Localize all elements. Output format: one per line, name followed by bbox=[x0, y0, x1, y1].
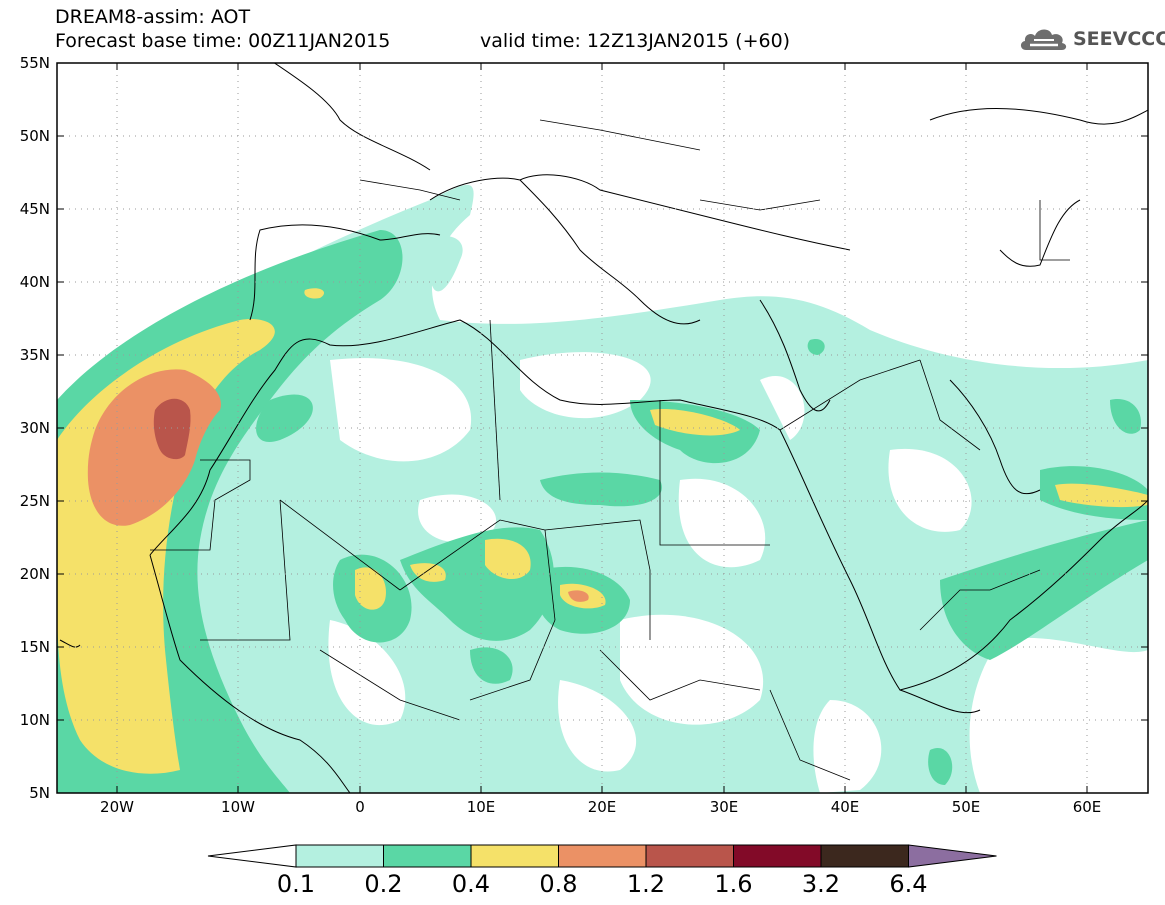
colorbar-arrow-low bbox=[207, 844, 297, 868]
lon-label: 60E bbox=[1073, 798, 1102, 816]
colorbar-level-label: 3.2 bbox=[802, 870, 840, 898]
colorbar-level-label: 0.2 bbox=[364, 870, 402, 898]
colorbar-segment bbox=[645, 844, 734, 868]
valid-time: valid time: 12Z13JAN2015 (+60) bbox=[480, 30, 791, 52]
longitude-labels: 20W 10W 0 10E 20E 30E 40E 50E 60E bbox=[100, 798, 1101, 816]
colorbar-segment bbox=[820, 844, 909, 868]
lon-label: 0 bbox=[355, 798, 365, 816]
lat-label: 55N bbox=[20, 54, 50, 72]
lat-label: 20N bbox=[20, 565, 50, 583]
lon-label: 40E bbox=[831, 798, 860, 816]
country-borders bbox=[150, 119, 1070, 781]
logo-text: SEEVCCC bbox=[1073, 28, 1165, 50]
lon-label: 10W bbox=[221, 798, 255, 816]
colorbar-segment bbox=[733, 844, 822, 868]
seevccc-logo: SEEVCCC bbox=[1018, 24, 1165, 54]
lat-label: 15N bbox=[20, 638, 50, 656]
aot-field bbox=[57, 63, 1148, 793]
colorbar-level-label: 1.6 bbox=[714, 870, 752, 898]
lon-label: 50E bbox=[952, 798, 981, 816]
lat-label: 25N bbox=[20, 492, 50, 510]
lat-label: 10N bbox=[20, 711, 50, 729]
lat-label: 50N bbox=[20, 127, 50, 145]
aot-contour-1.2 bbox=[153, 398, 191, 460]
colorbar-segment bbox=[295, 844, 384, 868]
lon-label: 30E bbox=[710, 798, 739, 816]
aot-clear-areas bbox=[328, 352, 1148, 793]
colorbar-level-label: 0.4 bbox=[452, 870, 490, 898]
lon-label: 10E bbox=[467, 798, 496, 816]
axis-ticks bbox=[57, 62, 1148, 794]
lat-label: 40N bbox=[20, 273, 50, 291]
forecast-base-time: Forecast base time: 00Z11JAN2015 bbox=[55, 30, 391, 52]
chart-title: DREAM8-assim: AOT bbox=[55, 6, 251, 28]
lat-label: 35N bbox=[20, 346, 50, 364]
colorbar-level-label: 0.1 bbox=[277, 870, 315, 898]
lat-label: 45N bbox=[20, 200, 50, 218]
latitude-labels: 55N 50N 45N 40N 35N 30N 25N 20N 15N 10N … bbox=[20, 54, 50, 802]
lat-label: 30N bbox=[20, 419, 50, 437]
colorbar-segment bbox=[470, 844, 559, 868]
colorbar-level-label: 1.2 bbox=[627, 870, 665, 898]
cloud-icon bbox=[1020, 29, 1067, 50]
colorbar-level-label: 0.8 bbox=[539, 870, 577, 898]
lon-label: 20W bbox=[100, 798, 134, 816]
colorbar-segment bbox=[558, 844, 647, 868]
colorbar: 0.1 0.2 0.4 0.8 1.2 1.6 3.2 6.4 bbox=[207, 844, 997, 898]
colorbar-level-label: 6.4 bbox=[889, 870, 927, 898]
coastlines bbox=[59, 63, 1148, 793]
lon-label: 20E bbox=[588, 798, 617, 816]
colorbar-arrow-high bbox=[908, 844, 997, 868]
colorbar-segment bbox=[383, 844, 472, 868]
lat-label: 5N bbox=[29, 784, 50, 802]
